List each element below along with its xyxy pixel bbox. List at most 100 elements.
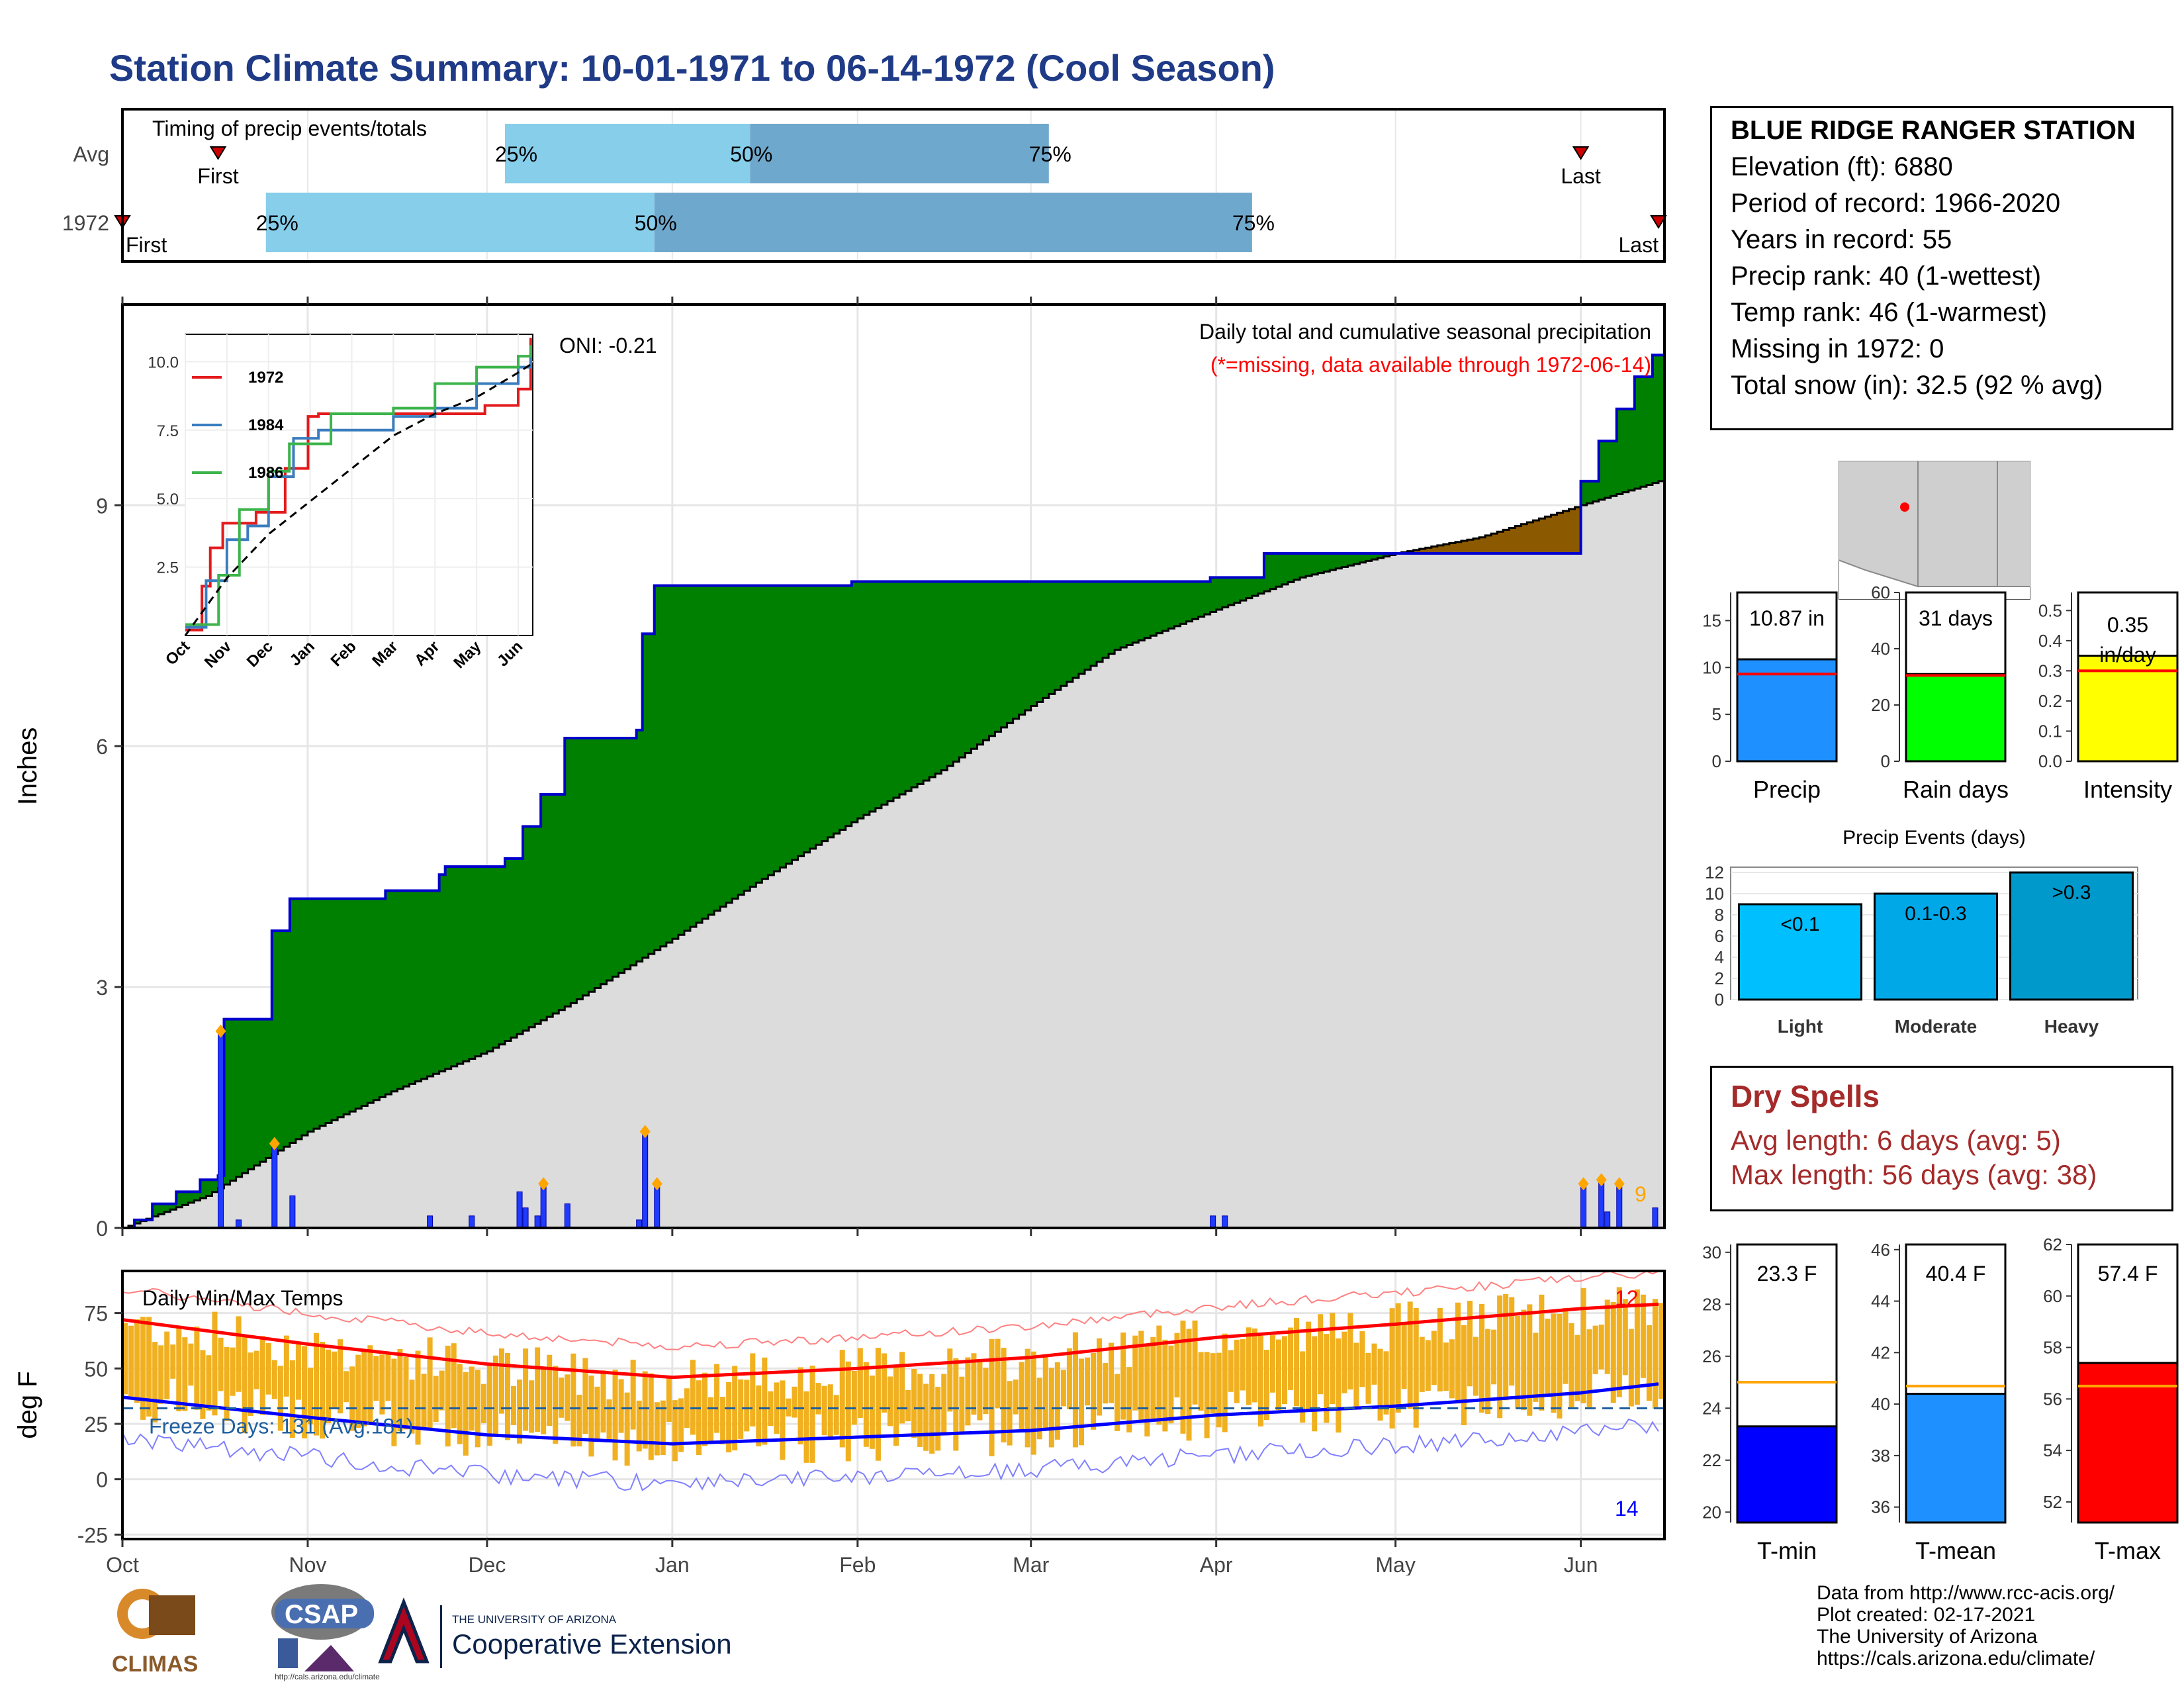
surplus-fill	[373, 898, 380, 1100]
daily-precip-bar	[1580, 1183, 1587, 1229]
surplus-fill	[845, 585, 852, 826]
surplus-fill	[624, 738, 631, 969]
summary-bars: 0 5 10 15 10.87 in Precip 0 20 40 60 31 days Rain d…	[1702, 583, 2179, 803]
surplus-fill	[248, 1019, 255, 1170]
daily-temp-bar	[1443, 1342, 1449, 1391]
daily-temp-bar	[845, 1361, 851, 1462]
daily-temp-bar	[971, 1353, 977, 1415]
events-title: Precip Events (days)	[1843, 827, 2026, 849]
deficit-fill	[1533, 520, 1539, 554]
daily-temp-bar	[642, 1371, 648, 1449]
surplus-fill	[1318, 553, 1324, 573]
deficit-fill	[1467, 539, 1474, 554]
surplus-fill	[332, 898, 338, 1121]
daily-temp-bar	[1365, 1352, 1371, 1404]
station-info-line: Years in record: 55	[1731, 225, 1952, 254]
daily-temp-bar	[1485, 1329, 1491, 1415]
daily-precip-bar	[1604, 1211, 1611, 1229]
surplus-fill	[320, 898, 326, 1126]
tbar-tick-label: 60	[2043, 1286, 2062, 1306]
daily-temp-bar	[421, 1374, 427, 1427]
surplus-fill	[1383, 553, 1390, 557]
summary-value: 0.35	[2107, 613, 2148, 637]
daily-max-marker	[215, 1024, 226, 1038]
events-tick-label: 4	[1715, 947, 1724, 967]
csap-url: http://cals.arizona.edu/climate	[275, 1672, 380, 1681]
first-marker	[209, 146, 227, 160]
surplus-fill	[935, 581, 942, 774]
tbar-tick-label: 24	[1702, 1398, 1721, 1418]
surplus-fill	[582, 738, 589, 996]
tbar-tick-label: 28	[1702, 1294, 1721, 1314]
timing-row-label: 1972	[62, 211, 109, 235]
last-label: Last	[1618, 233, 1659, 257]
daily-temp-bar	[714, 1364, 720, 1433]
daily-temp-bar	[391, 1358, 397, 1446]
daily-temp-bar	[188, 1343, 194, 1386]
daily-temp-bar	[1109, 1342, 1115, 1403]
daily-temp-bar	[636, 1400, 642, 1452]
surplus-fill	[923, 581, 930, 781]
deficit-fill	[1539, 518, 1545, 554]
daily-temp-bar	[1019, 1362, 1024, 1430]
surplus-fill	[797, 585, 805, 857]
observed-cumulative-line	[122, 353, 1664, 1229]
daily-temp-bar	[821, 1385, 827, 1436]
summary-value: 10.87 in	[1749, 606, 1825, 630]
surplus-fill	[762, 585, 768, 879]
daily-temp-bar	[666, 1378, 672, 1423]
inset-legend-label: 1986	[248, 464, 283, 482]
daily-temp-bar	[480, 1383, 486, 1423]
surplus-fill	[1246, 577, 1253, 598]
surplus-fill	[726, 585, 733, 903]
surplus-fill	[1353, 553, 1360, 564]
summary-value: 31 days	[1919, 606, 1993, 630]
surplus-fill	[869, 581, 876, 812]
daily-temp-bar	[762, 1357, 768, 1445]
daily-max-marker	[1578, 1177, 1589, 1191]
tbar-tick-label: 42	[1871, 1342, 1890, 1362]
daily-temp-bar	[511, 1385, 517, 1425]
daily-temp-bar	[1282, 1336, 1288, 1405]
temp-panel: -25 0 25 50 75 Oct Nov Dec Jan Feb Mar Apr May Jun deg…	[13, 1270, 1666, 1575]
tbar-label: T-mean	[1915, 1537, 1996, 1564]
daily-temp-bar	[1269, 1335, 1275, 1393]
daily-temp-bar	[786, 1398, 792, 1417]
surplus-fill	[720, 585, 727, 907]
surplus-fill	[445, 867, 452, 1069]
daily-precip-bar	[540, 1183, 547, 1229]
daily-temp-bar	[1007, 1381, 1013, 1446]
surplus-fill	[1186, 581, 1193, 622]
surplus-fill	[1084, 581, 1091, 670]
daily-temp-bar	[1336, 1338, 1342, 1433]
surplus-fill	[1132, 581, 1139, 643]
month-label: Apr	[1200, 1553, 1233, 1575]
inset-series-line	[185, 345, 532, 626]
daily-temp-bar	[1616, 1287, 1622, 1397]
summary-tick-label: 5	[1712, 704, 1721, 724]
daily-temp-bar	[702, 1372, 708, 1446]
surplus-fill	[660, 585, 667, 947]
surplus-fill	[989, 581, 996, 736]
daily-temp-bar	[1586, 1329, 1592, 1407]
daily-temp-bar	[373, 1356, 379, 1401]
daily-temp-bar	[469, 1366, 475, 1431]
dry-avg-length: Avg length: 6 days (avg: 5)	[1731, 1125, 2061, 1156]
daily-temp-bar	[899, 1352, 905, 1424]
daily-precip-bar	[564, 1203, 570, 1229]
month-label: Jan	[655, 1553, 690, 1575]
daily-temp-bar	[1515, 1315, 1521, 1409]
daily-temp-bar	[349, 1366, 355, 1431]
surplus-fill	[343, 898, 350, 1115]
daily-temp-bar	[1186, 1329, 1192, 1441]
daily-temp-bar	[1359, 1331, 1365, 1387]
daily-temp-bar	[463, 1372, 469, 1456]
tbar-value: 23.3 F	[1757, 1262, 1817, 1286]
surplus-fill	[600, 738, 608, 984]
summary-tick-label: 0.3	[2038, 661, 2062, 680]
y-tick-label: 25	[84, 1413, 108, 1436]
daily-temp-bar	[289, 1360, 295, 1438]
events-tick-label: 2	[1715, 968, 1724, 988]
daily-temp-bar	[535, 1347, 541, 1432]
